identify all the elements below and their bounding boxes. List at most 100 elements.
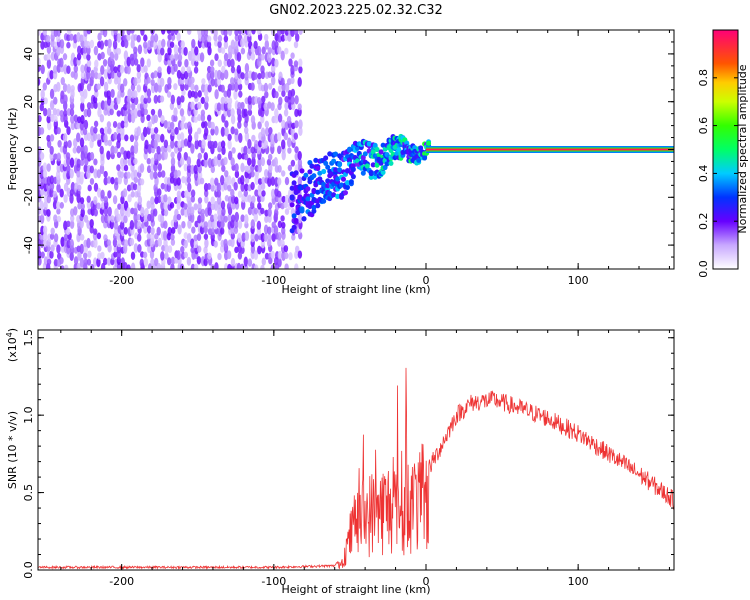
spectrogram-cell <box>70 214 75 222</box>
spectrogram-cell <box>46 53 51 61</box>
spectrogram-cell <box>230 108 235 117</box>
spectrogram-cell <box>130 251 136 261</box>
spectrogram-cell <box>123 157 128 166</box>
spectrogram-cell <box>277 46 282 55</box>
spectrogram-cell <box>253 207 259 215</box>
spectrogram-cell <box>80 208 85 218</box>
spectrogram-cell <box>96 169 102 179</box>
spectrogram-cell <box>260 157 265 167</box>
spectrogram-cell <box>166 183 171 192</box>
spectrogram-cell <box>297 158 303 168</box>
spectrogram-cell <box>42 225 48 234</box>
spectrogram-cell <box>267 207 272 217</box>
spectrogram-cell <box>38 245 41 253</box>
spectrogram-cell <box>139 163 145 173</box>
spectrogram-cell <box>170 233 175 241</box>
spectrogram-cell <box>193 263 199 269</box>
y-tick-label: 1.0 <box>22 406 35 424</box>
x-tick-label: -200 <box>109 274 134 287</box>
spectrogram-cell <box>281 195 286 203</box>
spectrogram-cell <box>193 203 198 211</box>
spectrogram-cell <box>257 184 262 192</box>
spectrogram-cell <box>136 34 141 43</box>
spectrogram-cell <box>204 100 209 111</box>
spectrogram-cell <box>49 145 54 155</box>
spectrogram-cell <box>231 201 236 210</box>
spectrogram-cell <box>112 39 118 50</box>
spectrogram-cell <box>281 221 286 229</box>
spectrogram-cell <box>176 190 182 199</box>
spectrogram-cell <box>136 76 141 84</box>
spectrogram-cell <box>113 66 118 74</box>
spectrogram-cell <box>220 227 225 235</box>
spectrogram-cell <box>112 195 118 205</box>
spectrogram-cell <box>190 195 195 203</box>
spectrogram-cell <box>290 52 295 59</box>
spectrogram-cell <box>72 146 78 154</box>
spectrogram-cell <box>136 126 141 137</box>
spectrogram-cell <box>153 40 158 50</box>
spectrogram-cell <box>201 34 206 44</box>
spectrogram-cell <box>116 164 121 171</box>
spectrogram-cell <box>350 163 356 169</box>
spectrogram-cell <box>337 162 343 168</box>
spectrogram-cell <box>49 233 55 240</box>
spectrogram-cell <box>66 65 71 75</box>
spectrogram-cell <box>89 151 95 161</box>
spectrogram-cell <box>313 182 319 188</box>
spectrogram-cell <box>293 30 299 36</box>
spectrogram-cell <box>213 240 218 248</box>
spectrogram-cell <box>227 175 232 186</box>
spectrogram-cell <box>253 250 259 261</box>
spectrogram-cell <box>227 184 232 192</box>
spectrogram-cell <box>331 158 337 164</box>
spectrogram-cell <box>190 164 195 175</box>
spectrogram-cell <box>263 102 268 111</box>
spectrogram-cell <box>280 77 285 86</box>
spectrogram-cell <box>277 145 282 155</box>
spectrogram-cell <box>378 149 384 155</box>
spectrogram-cell <box>261 176 266 185</box>
spectrogram-cell <box>244 72 249 81</box>
spectrogram-cell <box>57 140 62 148</box>
spectrogram-cell <box>237 121 242 129</box>
spectrogram-cell <box>213 30 218 37</box>
spectrogram-cell <box>233 89 238 100</box>
spectrogram-cell <box>264 33 269 42</box>
spectrogram-cell <box>240 214 245 222</box>
spectrogram-cell <box>93 237 98 249</box>
spectrogram-cell <box>130 83 136 91</box>
spectrogram-cell <box>266 158 272 166</box>
spectrogram-cell <box>210 165 215 174</box>
spectrogram-cell <box>240 246 245 255</box>
spectrogram-cell <box>107 127 112 135</box>
spectrogram-cell <box>223 215 228 223</box>
spectrogram-cell <box>176 169 181 177</box>
spectrogram-cell <box>140 30 145 36</box>
spectrogram-cell <box>227 97 233 106</box>
spectrogram-cell <box>86 83 92 92</box>
spectrogram-cell <box>160 251 165 261</box>
spectrogram-cell <box>270 250 275 260</box>
spectrogram-cell <box>156 263 162 269</box>
spectrogram-cell <box>293 41 299 49</box>
spectrogram-cell <box>167 58 172 67</box>
spectrogram-cell <box>79 243 85 255</box>
spectrogram-cell <box>261 257 266 266</box>
spectrogram-cell <box>49 134 55 142</box>
spectrogram-cell <box>274 58 279 68</box>
spectrogram-cell <box>38 146 42 155</box>
spectrogram-cell <box>167 76 172 86</box>
spectrogram-cell <box>143 41 148 49</box>
spectrogram-cell <box>254 174 259 186</box>
spectrogram-cell <box>210 127 215 136</box>
spectrogram-cell <box>99 145 104 155</box>
spectrogram-cell <box>66 171 71 180</box>
spectrogram-cell <box>73 256 79 266</box>
spectrogram-cell <box>127 158 132 166</box>
spectrogram-cell <box>230 188 235 198</box>
spectrogram-cell <box>167 226 172 237</box>
spectrogram-cell <box>191 38 196 49</box>
spectrogram-cell <box>284 82 290 93</box>
spectrogram-cell <box>179 108 185 117</box>
